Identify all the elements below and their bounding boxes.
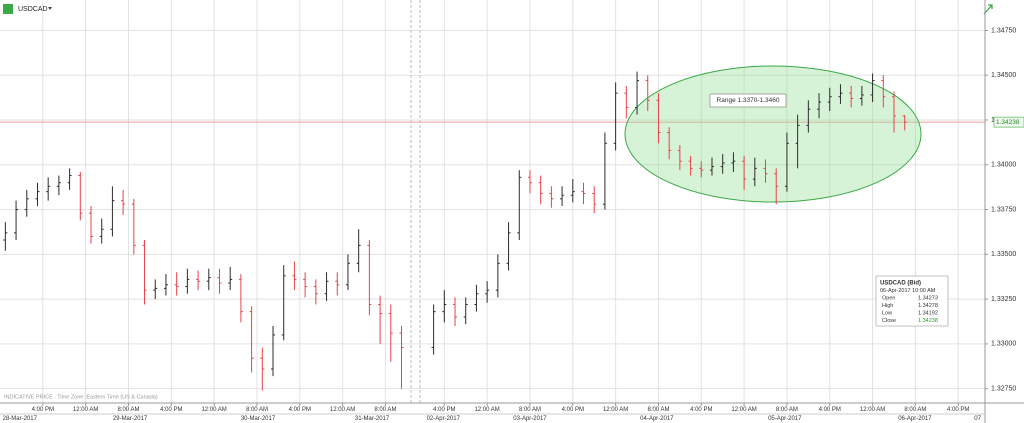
date-label: 07 (974, 416, 981, 422)
date-label: 29-Mar-2017 (113, 416, 148, 422)
x-tick-label: 8:00 AM (776, 407, 798, 413)
y-tick-label: 1.34500 (991, 72, 1016, 79)
x-tick-label: 4:00 PM (947, 407, 969, 413)
x-tick-label: 8:00 AM (647, 407, 669, 413)
info-value: 1.34238 (918, 318, 938, 324)
x-tick-label: 12:00 AM (860, 407, 885, 413)
x-tick-label: 4:00 PM (562, 407, 584, 413)
axes: 1.32750 1.33000 1.33250 1.33500 1.33750 1.340… (3, 27, 1024, 422)
info-value: 1.34273 (918, 295, 938, 301)
y-tick-label: 1.34000 (991, 162, 1016, 169)
date-label: 02-Apr-2017 (427, 416, 461, 422)
symbol-icon (3, 4, 13, 14)
x-tick-label: 12:00 AM (474, 407, 499, 413)
x-tick-label: 4:00 PM (690, 407, 712, 413)
x-tick-label: 4:00 PM (289, 407, 311, 413)
x-tick-label: 4:00 PM (819, 407, 841, 413)
footnote: INDICATIVE PRICE . Time Zone: Eastern Ti… (4, 394, 158, 400)
chart-title: USDCAD (18, 6, 48, 13)
x-tick-label: 8:00 AM (117, 407, 139, 413)
annotation: Range 1.3370-1.3460 (717, 97, 780, 104)
date-label: 03-Apr-2017 (513, 416, 547, 422)
info-title: USDCAD (Bid) (880, 281, 921, 287)
x-tick-label: 8:00 AM (904, 407, 926, 413)
x-tick-label: 12:00 AM (201, 407, 226, 413)
x-tick-label: 8:00 AM (246, 407, 268, 413)
x-tick-label: 8:00 AM (374, 407, 396, 413)
bars (3, 71, 907, 391)
date-label: 05-Apr-2017 (768, 416, 802, 422)
x-tick-label: 8:00 AM (519, 407, 541, 413)
y-tick-label: 1.33250 (991, 296, 1016, 303)
x-tick-label: 12:00 AM (731, 407, 756, 413)
y-tick-label: 1.34750 (991, 27, 1016, 34)
last-price-box (993, 116, 1024, 128)
x-tick-label: 12:00 AM (603, 407, 628, 413)
x-tick-label: 4:00 PM (433, 407, 455, 413)
date-label: 06-Apr-2017 (898, 416, 932, 422)
info-box-frame (875, 275, 949, 327)
last-price-label: 1.34238 (996, 119, 1020, 126)
x-tick-label: 12:00 AM (73, 407, 98, 413)
y-tick-label: 1.32750 (991, 386, 1016, 393)
info-label: Close (882, 318, 896, 324)
info-time: 06-Apr-2017 10:00 AM (880, 288, 936, 294)
annotation-box (709, 93, 787, 108)
range-ellipse (624, 65, 922, 203)
y-tick-label: 1.33000 (991, 341, 1016, 348)
dropdown-arrow[interactable] (48, 7, 52, 10)
date-label: 30-Mar-2017 (241, 416, 276, 422)
info-label: Low (882, 310, 892, 316)
y-tick-label: 1.33500 (991, 251, 1016, 258)
info-label: High (882, 303, 893, 309)
x-tick-label: 4:00 PM (160, 407, 182, 413)
date-label: 31-Mar-2017 (355, 416, 390, 422)
x-tick-label: 12:00 AM (330, 407, 355, 413)
info-value: 1.34192 (918, 310, 938, 316)
date-label: 28-Mar-2017 (3, 416, 38, 422)
x-tick-label: 4:00 PM (32, 407, 54, 413)
y-tick-label: 1.33750 (991, 206, 1016, 213)
grid (0, 0, 985, 403)
info-value: 1.34278 (918, 303, 938, 309)
info-label: Open (882, 295, 895, 301)
date-label: 04-Apr-2017 (640, 416, 674, 422)
